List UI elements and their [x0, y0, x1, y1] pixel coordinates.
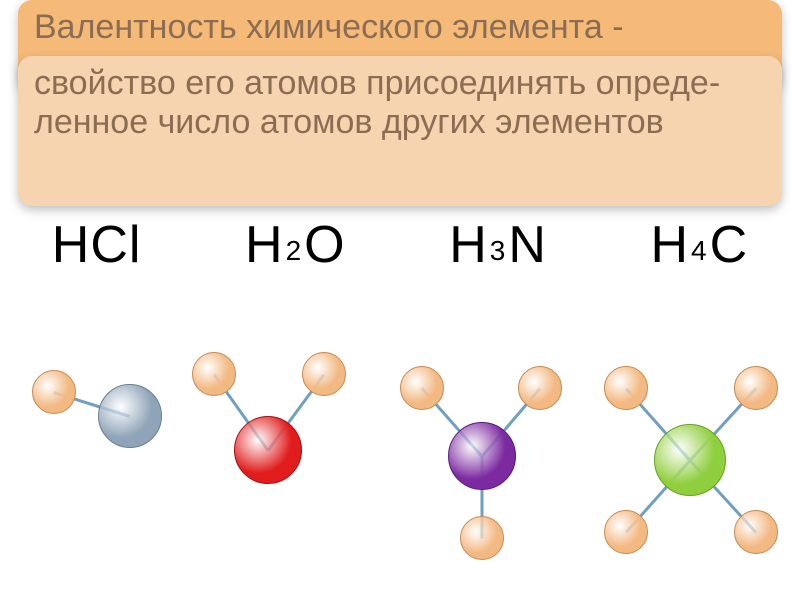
formula-0: HCl — [52, 215, 142, 275]
atom-n — [448, 422, 516, 490]
atom-h1 — [400, 366, 444, 410]
atom-h2 — [302, 352, 346, 396]
atom-h1 — [32, 370, 76, 414]
title-text: Валентность химического элемента - — [34, 8, 766, 47]
molecule-diagram — [0, 320, 800, 580]
atom-cl — [98, 384, 162, 448]
atom-h1 — [192, 352, 236, 396]
formula-3: H4C — [650, 215, 748, 275]
atom-h4 — [734, 510, 778, 554]
atom-h3 — [604, 510, 648, 554]
atom-o — [234, 416, 302, 484]
formula-1: H2O — [245, 215, 346, 275]
formula-row: HCl H2O H3N H4C — [0, 215, 800, 275]
atom-h1 — [604, 366, 648, 410]
atom-h3 — [460, 516, 504, 560]
atom-c — [654, 424, 726, 496]
formula-2: H3N — [449, 215, 547, 275]
atom-h2 — [734, 366, 778, 410]
definition-card: свойство его атомов присоединять опреде-… — [18, 56, 782, 206]
definition-text: свойство его атомов присоединять опреде-… — [34, 64, 766, 142]
atom-h2 — [518, 366, 562, 410]
